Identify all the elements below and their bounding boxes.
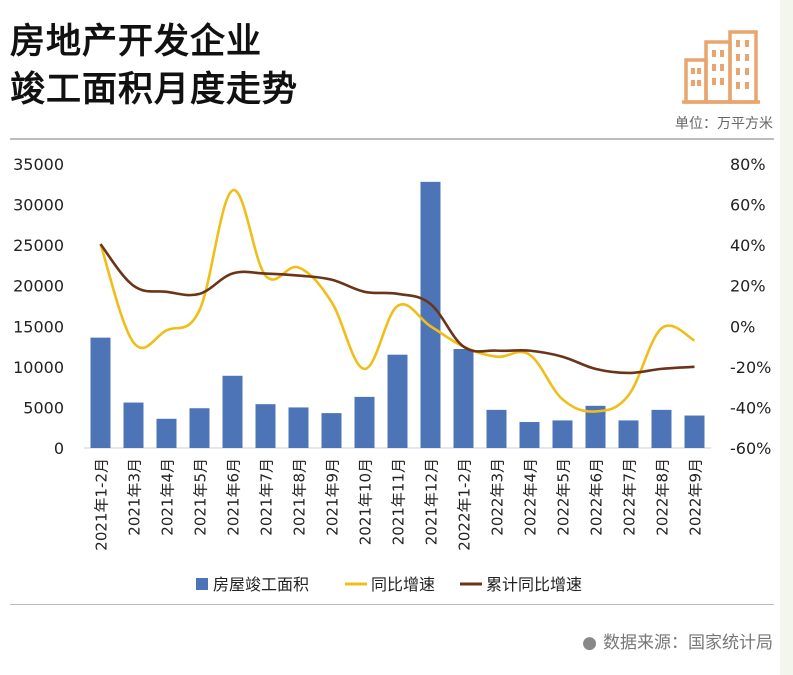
left-tick-label: 25000 bbox=[13, 236, 64, 255]
title-line-1: 房地产开发企业 bbox=[10, 22, 263, 62]
bar bbox=[387, 354, 408, 448]
bars-layer bbox=[90, 181, 705, 448]
unit-label: 单位：万平方米 bbox=[675, 116, 773, 132]
yoy-growth-line bbox=[99, 189, 696, 413]
source-text: 数据来源：国家统计局 bbox=[603, 633, 773, 653]
left-tick-label: 15000 bbox=[13, 317, 64, 336]
bar bbox=[156, 418, 177, 448]
source-note: ● 数据来源：国家统计局 bbox=[582, 628, 773, 653]
x-tick-label: 2022年5月 bbox=[555, 458, 573, 536]
x-tick-label: 2022年9月 bbox=[687, 458, 705, 536]
x-tick-label: 2021年8月 bbox=[291, 458, 309, 536]
x-tick-label: 2021年12月 bbox=[423, 458, 441, 545]
bar bbox=[90, 337, 111, 448]
x-tick-label: 2022年3月 bbox=[489, 458, 507, 536]
x-tick-label: 2021年1-2月 bbox=[93, 458, 111, 551]
x-tick-label: 2021年10月 bbox=[357, 458, 375, 545]
left-axis: 35000 30000 25000 20000 15000 10000 5000 0 bbox=[13, 155, 64, 458]
bar bbox=[255, 404, 276, 448]
left-tick-label: 5000 bbox=[23, 398, 64, 417]
left-tick-label: 35000 bbox=[13, 155, 64, 174]
x-axis-labels: 2021年1-2月 2021年3月 2021年4月 2021年5月 2021年6月 202… bbox=[93, 458, 705, 551]
x-tick-label: 2021年7月 bbox=[258, 458, 276, 536]
page-title: 房地产开发企业 竣工面积月度走势 bbox=[10, 18, 298, 114]
footer-divider bbox=[10, 604, 774, 605]
bar bbox=[486, 409, 507, 448]
bar bbox=[651, 409, 672, 448]
bar bbox=[189, 408, 210, 448]
bar bbox=[519, 422, 540, 448]
bar bbox=[354, 396, 375, 448]
bar bbox=[618, 420, 639, 448]
combo-chart: 35000 30000 25000 20000 15000 10000 5000 0 80% 6… bbox=[13, 155, 771, 594]
x-tick-label: 2022年7月 bbox=[621, 458, 639, 536]
bar bbox=[585, 405, 606, 448]
left-tick-label: 0 bbox=[54, 439, 64, 458]
cumulative-growth-line bbox=[99, 243, 695, 375]
left-tick-label: 20000 bbox=[13, 277, 64, 296]
legend-swatch-bar bbox=[196, 578, 208, 590]
x-tick-label: 2022年4月 bbox=[522, 458, 540, 536]
x-tick-label: 2021年11月 bbox=[390, 458, 408, 545]
right-tick-label: -20% bbox=[730, 358, 771, 377]
bar bbox=[552, 420, 573, 448]
bar bbox=[453, 349, 474, 448]
x-tick-label: 2022年1-2月 bbox=[456, 458, 474, 551]
legend-label: 累计同比增速 bbox=[486, 575, 582, 594]
x-tick-label: 2021年6月 bbox=[225, 458, 243, 536]
legend-label: 房屋竣工面积 bbox=[213, 575, 309, 594]
buildings-icon bbox=[682, 26, 760, 110]
legend-label: 同比增速 bbox=[371, 575, 435, 594]
legend: 房屋竣工面积 同比增速 累计同比增速 bbox=[196, 575, 582, 594]
right-tick-label: 80% bbox=[730, 155, 766, 174]
right-tick-label: 0% bbox=[730, 317, 755, 336]
bar bbox=[288, 407, 309, 448]
bar bbox=[684, 415, 705, 448]
right-tick-label: 20% bbox=[730, 277, 766, 296]
x-tick-label: 2021年9月 bbox=[324, 458, 342, 536]
right-tick-label: 60% bbox=[730, 196, 766, 215]
right-axis: 80% 60% 40% 20% 0% -20% -40% -60% bbox=[730, 155, 771, 458]
x-tick-label: 2022年8月 bbox=[654, 458, 672, 536]
title-line-2: 竣工面积月度走势 bbox=[10, 70, 299, 110]
x-tick-label: 2021年5月 bbox=[192, 458, 210, 536]
x-tick-label: 2021年3月 bbox=[126, 458, 144, 536]
header-divider bbox=[10, 138, 774, 140]
left-tick-label: 30000 bbox=[13, 196, 64, 215]
x-tick-label: 2022年6月 bbox=[588, 458, 606, 536]
right-tick-label: -40% bbox=[730, 398, 771, 417]
bullet-icon: ● bbox=[582, 633, 597, 653]
right-tick-label: -60% bbox=[730, 439, 771, 458]
lines-layer bbox=[99, 189, 696, 413]
x-tick-label: 2021年4月 bbox=[159, 458, 177, 536]
bar bbox=[222, 375, 243, 448]
left-tick-label: 10000 bbox=[13, 358, 64, 377]
page-edge-strip bbox=[780, 0, 793, 675]
right-tick-label: 40% bbox=[730, 236, 766, 255]
bar bbox=[123, 402, 144, 448]
bar bbox=[420, 181, 441, 448]
bar bbox=[321, 413, 342, 448]
